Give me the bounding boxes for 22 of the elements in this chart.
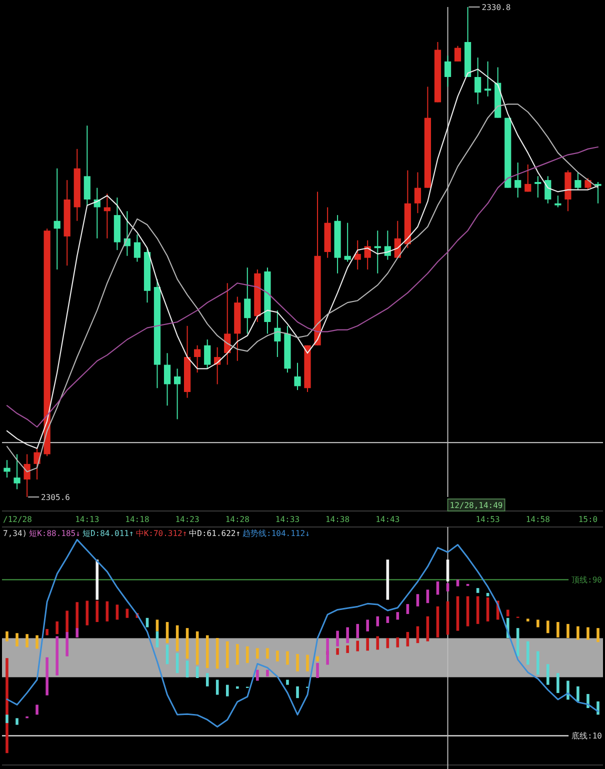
text: /12/28 (3, 515, 32, 524)
x-tick-label: 14:33 (275, 515, 300, 524)
annotation: 中D:61.622↑ (189, 529, 241, 538)
annotation: 2330.8 (482, 3, 511, 12)
annotation: 2305.6 (41, 493, 70, 502)
ref-line-label: 顶线:90 (572, 576, 602, 585)
annotation: 短K:88.185↓ (29, 529, 80, 538)
x-tick-label: 14:18 (125, 515, 150, 524)
x-tick-label: 14:28 (225, 515, 250, 524)
x-tick-label: 14:43 (376, 515, 400, 524)
x-tick-label: 14:53 (476, 515, 500, 524)
text: 12/28,14:49 (450, 501, 503, 510)
x-tick-label: 14:13 (75, 515, 100, 524)
x-tick-label: 14:38 (325, 515, 350, 524)
x-tick-label: 14:58 (526, 515, 550, 524)
annotation: 短D:84.011↑ (82, 529, 134, 538)
x-tick-label: 15:0 (578, 515, 598, 524)
ref-line-label: 底线:10 (572, 732, 602, 741)
annotation: 7,34) (3, 529, 28, 538)
text: 趋势线:104.112↓ (242, 529, 310, 538)
x-tick-label: 14:23 (175, 515, 200, 524)
annotation: 中K:70.312↑ (136, 529, 188, 538)
